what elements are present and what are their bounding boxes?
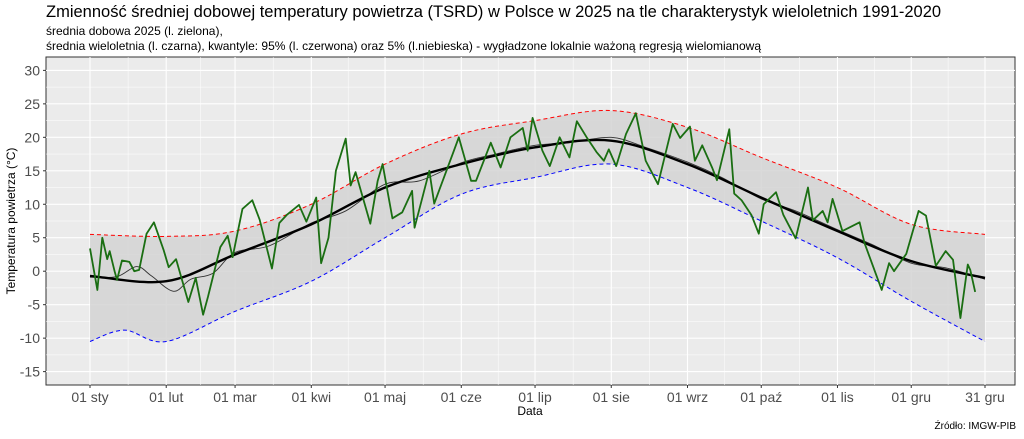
x-tick-label: 01 paź (740, 389, 782, 405)
q05-line (89, 163, 986, 343)
axes: -15 -10 -5 0 5 10 15 20 25 30 01 sty 01 lut 01 mar 01… (20, 62, 1005, 405)
mean-daily-line (89, 136, 986, 292)
x-axis-label: Data (517, 404, 543, 418)
y-tick-label: 15 (24, 163, 40, 179)
x-tick-label: 01 lip (518, 389, 552, 405)
chart-subtitle-1: średnia dobowa 2025 (l. zielona), (46, 24, 223, 38)
q95-line (89, 109, 986, 237)
x-tick-label: 31 gru (965, 389, 1005, 405)
y-tick-label: 0 (32, 263, 40, 279)
x-tick-label: 01 gru (891, 389, 931, 405)
y-tick-label: 5 (32, 230, 40, 246)
x-tick-label: 01 lis (821, 389, 854, 405)
y-tick-label: -10 (20, 330, 40, 346)
chart-subtitle-2: średnia wieloletnia (l. czarna), kwantyl… (46, 39, 761, 53)
chart-title: Zmienność średniej dobowej temperatury p… (46, 3, 942, 21)
y-tick-label: 10 (24, 196, 40, 212)
quantile-band (90, 110, 985, 342)
y-tick-label: 25 (24, 96, 40, 112)
y-tick-label: -5 (28, 297, 41, 313)
x-tick-label: 01 lut (149, 389, 183, 405)
source-note: Źródło: IMGW-PIB (934, 421, 1017, 432)
daily-2025-line (89, 112, 977, 319)
y-tick-label: 20 (24, 129, 40, 145)
y-tick-label: -15 (20, 364, 40, 380)
x-tick-label: 01 sty (71, 389, 108, 405)
x-tick-label: 01 mar (213, 389, 257, 405)
mean-line (89, 138, 986, 284)
x-tick-label: 01 wrz (667, 389, 708, 405)
x-tick-label: 01 kwi (291, 389, 331, 405)
y-axis-label: Temperatura powietrza (°C) (4, 148, 18, 295)
x-tick-label: 01 sie (593, 389, 631, 405)
x-tick-label: 01 maj (364, 389, 406, 405)
x-tick-label: 01 cze (441, 389, 482, 405)
y-tick-label: 30 (24, 62, 40, 78)
